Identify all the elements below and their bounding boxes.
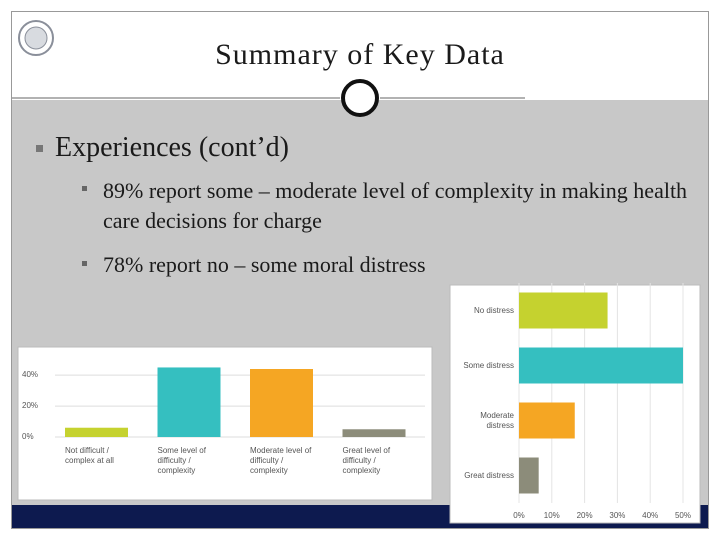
x-tick-label: 20%	[576, 511, 593, 520]
bar	[250, 369, 313, 437]
bullet	[36, 145, 43, 152]
bullet	[82, 186, 87, 191]
bar	[519, 457, 539, 494]
divider-circle	[341, 79, 379, 117]
y-tick-label: Some distress	[463, 360, 514, 370]
bullet	[82, 261, 87, 266]
bullet-text: 89% report some – moderate level of comp…	[103, 178, 688, 233]
bar	[519, 347, 683, 384]
y-tick-label: Great distress	[464, 470, 514, 480]
logo	[24, 26, 48, 50]
y-tick-label: Moderate distress	[480, 410, 514, 430]
bar	[342, 429, 406, 437]
bar	[157, 367, 221, 437]
x-tick-label: Moderate level of difficulty / complexit…	[250, 446, 312, 475]
x-tick-label: 50%	[674, 511, 691, 520]
slide-title: Summary of Key Data	[215, 38, 505, 71]
x-tick-label: Not difficult / complex at all	[65, 446, 114, 465]
bullet-text: 78% report no – some moral distress	[103, 252, 426, 277]
y-tick-label: 20%	[22, 401, 39, 411]
y-tick-label: 40%	[22, 370, 39, 380]
x-tick-label: 40%	[642, 511, 659, 520]
y-tick-label: No distress	[473, 305, 514, 315]
bar	[519, 402, 575, 439]
y-tick-label: 0%	[22, 432, 34, 441]
x-tick-label: 10%	[543, 511, 560, 520]
x-tick-label: Some level of difficulty / complexity	[157, 446, 206, 475]
bar	[519, 292, 608, 329]
chart-panel	[17, 346, 433, 501]
x-tick-label: 30%	[609, 511, 626, 520]
bar	[65, 427, 128, 437]
heading: Experiences (cont’d)	[55, 132, 289, 163]
x-tick-label: Great level of difficulty / complexity	[342, 446, 391, 475]
x-tick-label: 0%	[513, 511, 525, 520]
